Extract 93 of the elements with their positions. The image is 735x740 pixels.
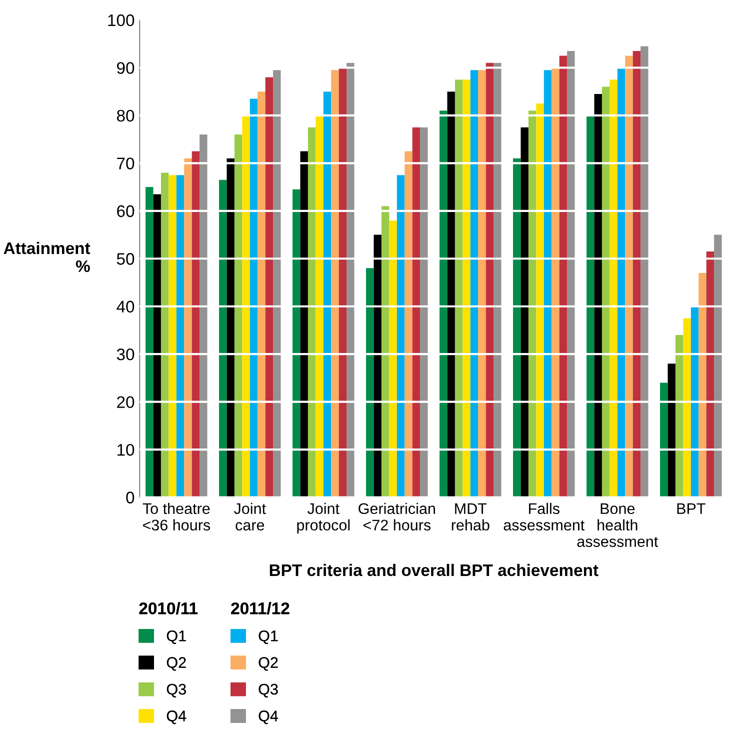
bar	[168, 175, 176, 498]
bar	[602, 86, 610, 498]
y-tick-label: 80	[116, 110, 134, 122]
bar	[316, 115, 324, 498]
bar	[668, 364, 676, 498]
bar	[440, 110, 448, 498]
bar	[594, 94, 602, 498]
text: 2011/12	[231, 602, 290, 614]
bar	[323, 92, 332, 498]
bar	[292, 189, 300, 498]
bar	[552, 68, 560, 498]
y-tick-label: 10	[118, 444, 134, 456]
bar	[265, 77, 274, 498]
bar	[544, 70, 552, 498]
y-axis-title: Attainment %	[4, 242, 90, 272]
legend-label: Q4	[258, 710, 278, 724]
bar	[300, 151, 308, 498]
bar	[308, 127, 316, 498]
bar	[200, 134, 208, 498]
y-tick-label: 30	[116, 348, 134, 360]
bar	[146, 187, 154, 498]
bar	[226, 158, 234, 498]
bar	[714, 234, 722, 498]
bar	[331, 70, 339, 498]
bar	[219, 180, 227, 498]
bar	[250, 98, 258, 498]
bar	[462, 80, 470, 498]
x-tick-label: BPT	[677, 503, 706, 514]
bar	[520, 127, 528, 498]
y-tick-label: 0	[126, 492, 134, 504]
legend-label: Q1	[166, 630, 186, 644]
bar	[528, 110, 536, 498]
bar	[242, 115, 250, 498]
bar	[396, 175, 405, 498]
bar	[625, 56, 633, 498]
bar	[610, 80, 618, 498]
bar	[660, 382, 668, 498]
bar	[690, 306, 699, 498]
bar	[234, 134, 242, 498]
bar	[675, 335, 684, 498]
y-tick-label: 20	[117, 396, 134, 408]
bar	[184, 158, 192, 498]
bar	[374, 234, 382, 498]
legend-label: Q3	[166, 684, 186, 698]
bar	[366, 268, 374, 498]
legend-label: Q1	[258, 630, 278, 644]
legend-label: Q3	[258, 684, 278, 698]
x-tick-label: Geriatrician <72 hours	[358, 502, 435, 531]
bar	[706, 251, 714, 498]
x-tick-label: Joint protocol	[297, 502, 350, 534]
bar	[258, 92, 266, 498]
y-tick-label: 100	[108, 14, 134, 26]
legend-label: Q4	[166, 710, 186, 724]
bar	[160, 172, 169, 498]
y-tick-label: 40	[116, 300, 134, 313]
bar	[420, 127, 428, 498]
bar	[454, 80, 463, 498]
bar	[536, 104, 544, 498]
legend-label: Q2	[166, 657, 186, 671]
legend-label: Q2	[258, 657, 278, 671]
bar	[494, 62, 502, 498]
y-tick-label: 70	[117, 158, 134, 170]
x-axis-title: BPT criteria and overall BPT achievement	[270, 564, 598, 576]
bar	[640, 46, 648, 498]
bar	[478, 70, 486, 498]
x-tick-label: MDT rehab	[452, 503, 490, 531]
bar	[338, 68, 347, 498]
bar	[567, 51, 575, 498]
bar	[698, 272, 706, 498]
bar	[470, 70, 478, 498]
y-tick-label: 60	[117, 205, 134, 218]
y-tick-label: 90	[117, 62, 134, 74]
bar	[404, 151, 412, 498]
bar	[513, 158, 521, 498]
x-tick-label: To theatre <36 hours	[142, 502, 210, 531]
bar	[176, 175, 184, 498]
bar	[586, 115, 594, 498]
bar	[273, 70, 281, 498]
bar	[632, 51, 641, 498]
bar	[617, 68, 626, 498]
bar	[412, 127, 420, 498]
bar	[346, 62, 354, 498]
bar	[559, 56, 568, 498]
bar	[683, 318, 691, 498]
x-tick-label: Joint care	[234, 502, 266, 531]
y-tick-label: 50	[116, 253, 134, 265]
bar	[486, 62, 494, 498]
text: 2010/11	[139, 602, 198, 614]
bar	[192, 151, 200, 498]
bar	[381, 206, 390, 498]
bar	[447, 92, 455, 498]
bar	[389, 220, 397, 498]
bar	[153, 194, 161, 498]
